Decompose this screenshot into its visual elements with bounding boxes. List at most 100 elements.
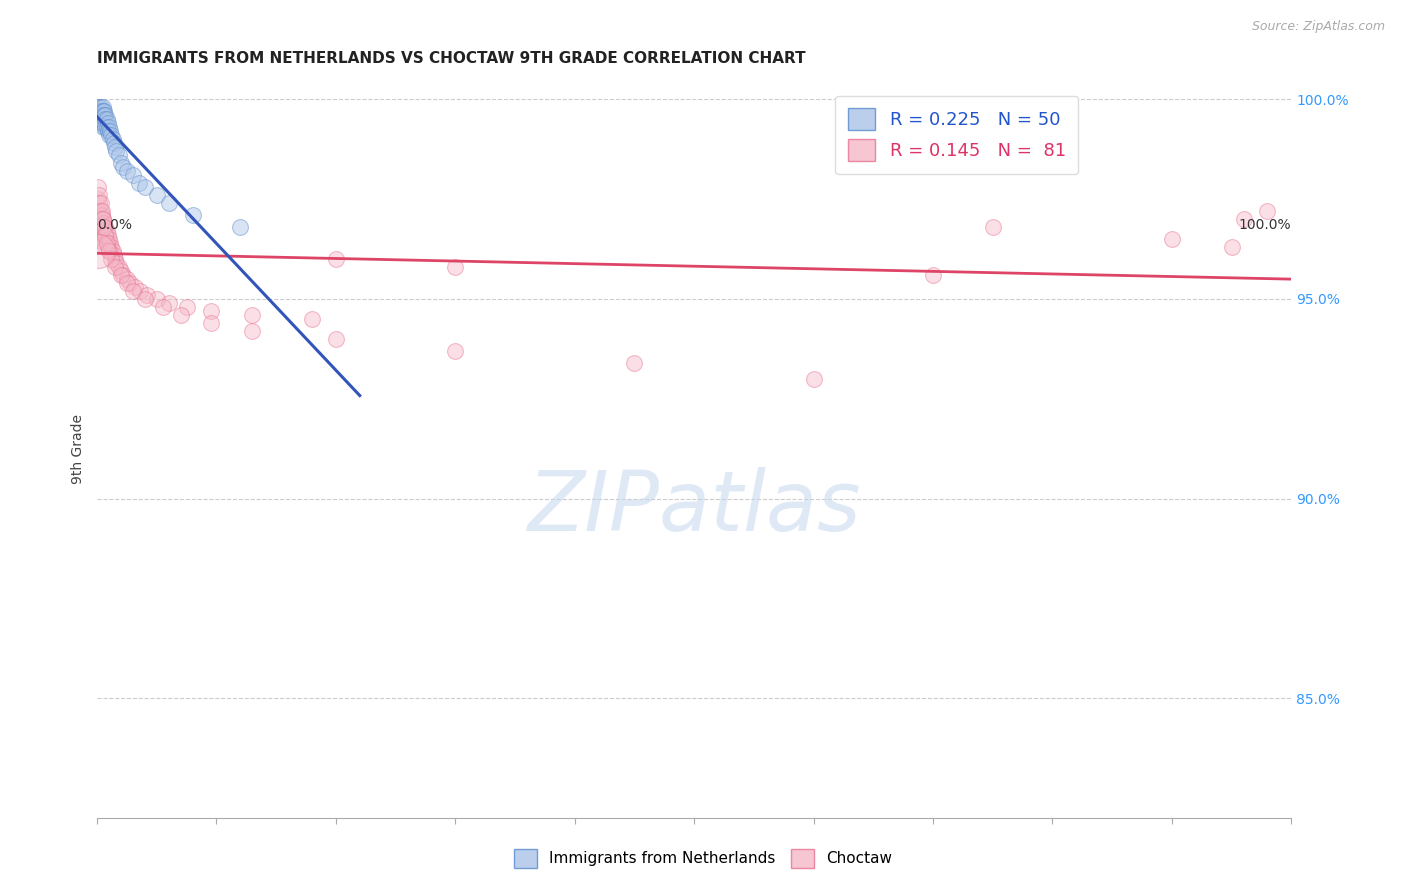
Point [91,120,114,135]
Point [89,104,111,119]
Point [1161,232,1184,246]
Point [96,120,118,135]
Point [90,108,112,122]
Point [122,284,145,298]
Point [104,260,127,274]
Point [301,311,323,326]
Point [91,108,114,122]
Point [200,316,222,330]
Point [93,104,115,119]
Point [90,104,112,119]
Point [145,188,167,202]
Point [89,100,111,114]
Point [107,260,129,274]
Point [100,240,122,254]
Point [240,324,263,338]
Text: 0.0%: 0.0% [97,219,132,232]
Point [103,248,125,262]
Point [110,268,132,282]
Point [90,100,112,114]
Point [87,192,110,206]
Point [90,232,112,246]
Point [157,296,180,310]
Point [89,220,111,235]
Point [90,104,112,119]
Point [105,145,128,159]
Point [91,212,114,227]
Point [157,196,180,211]
Point [181,208,204,222]
Point [145,292,167,306]
Point [94,228,117,243]
Text: Source: ZipAtlas.com: Source: ZipAtlas.com [1251,20,1385,33]
Legend: Immigrants from Netherlands, Choctaw: Immigrants from Netherlands, Choctaw [508,843,898,873]
Point [110,264,132,278]
Y-axis label: 9th Grade: 9th Grade [72,414,86,483]
Point [94,120,117,135]
Point [98,120,121,135]
Text: 100.0%: 100.0% [1239,219,1291,232]
Point [90,204,112,219]
Point [325,332,347,346]
Point [90,204,112,219]
Point [129,284,152,298]
Point [110,156,132,170]
Point [229,220,252,235]
Point [90,116,112,130]
Point [87,212,110,227]
Point [87,204,110,219]
Point [94,108,117,122]
Point [623,356,645,370]
Point [128,176,150,190]
Point [89,216,111,230]
Point [922,268,945,282]
Point [981,220,1004,235]
Point [107,148,129,162]
Point [87,108,110,122]
Point [94,220,117,235]
Point [112,268,135,282]
Point [98,244,121,258]
Point [104,140,127,154]
Point [124,280,146,294]
Point [93,220,115,235]
Point [93,235,115,250]
Point [115,164,138,178]
Point [94,240,117,254]
Point [91,220,114,235]
Point [200,304,222,318]
Point [93,108,115,122]
Point [93,116,115,130]
Point [1220,240,1243,254]
Point [91,112,114,127]
Point [90,112,112,127]
Point [96,112,118,127]
Point [90,208,112,222]
Point [176,300,198,314]
Point [98,244,121,258]
Point [90,212,112,227]
Point [91,100,114,114]
Point [444,343,467,358]
Point [89,112,111,127]
Point [89,108,111,122]
Point [325,252,347,266]
Point [97,124,120,138]
Point [120,276,142,290]
Point [91,104,114,119]
Point [90,220,112,235]
Point [87,104,110,119]
Point [87,180,110,194]
Point [444,260,467,274]
Point [1232,212,1254,227]
Point [93,224,115,238]
Point [91,228,114,243]
Point [122,168,145,182]
Point [1256,204,1278,219]
Point [97,240,120,254]
Point [98,124,121,138]
Point [152,300,174,314]
Point [105,256,128,270]
Point [112,160,135,174]
Legend: R = 0.225   N = 50, R = 0.145   N =  81: R = 0.225 N = 50, R = 0.145 N = 81 [835,95,1078,174]
